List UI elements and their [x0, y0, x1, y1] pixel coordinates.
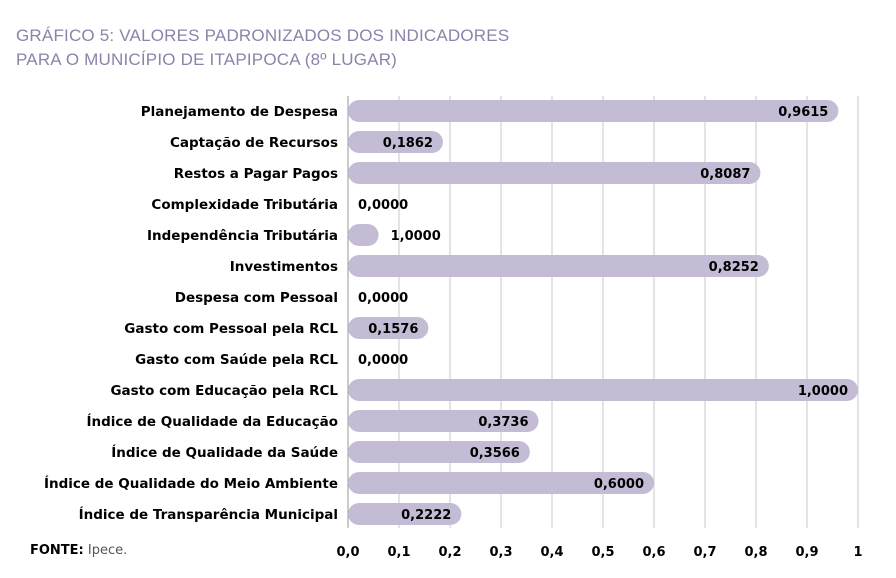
data-label: 0,2222	[401, 508, 451, 523]
category-label: Índice de Transparência Municipal	[79, 506, 338, 523]
x-tick-label: 1	[853, 545, 862, 560]
data-label: 0,1862	[383, 136, 433, 151]
x-tick-label: 0,4	[540, 545, 563, 560]
bar	[348, 503, 462, 525]
data-label: 0,8252	[709, 260, 759, 275]
bar	[348, 472, 654, 494]
x-tick-label: 0,3	[489, 545, 512, 560]
data-label: 0,1576	[368, 322, 418, 337]
category-label: Independência Tributária	[147, 228, 338, 244]
data-label: 0,0000	[358, 291, 408, 306]
data-label: 1,0000	[391, 229, 441, 244]
x-tick-label: 0,2	[438, 545, 461, 560]
data-label: 0,9615	[778, 105, 828, 120]
category-label: Planejamento de Despesa	[141, 104, 338, 120]
title-line-1: GRÁFICO 5: VALORES PADRONIZADOS DOS INDI…	[16, 26, 510, 45]
x-tick-label: 0,6	[642, 545, 665, 560]
data-label: 1,0000	[798, 384, 848, 399]
bar	[348, 100, 839, 122]
x-tick-label: 0,7	[693, 545, 716, 560]
category-label: Captação de Recursos	[170, 135, 338, 151]
category-label: Investimentos	[230, 259, 338, 275]
data-label: 0,0000	[358, 198, 408, 213]
bar	[348, 379, 858, 401]
category-label: Índice de Qualidade do Meio Ambiente	[44, 475, 338, 492]
source-note: FONTE: Ipece.	[30, 543, 127, 558]
data-label: 0,3736	[478, 415, 528, 430]
category-label: Complexidade Tributária	[151, 197, 338, 213]
category-label: Gasto com Saúde pela RCL	[135, 352, 338, 368]
category-label: Restos a Pagar Pagos	[174, 166, 338, 182]
data-label: 0,3566	[470, 446, 520, 461]
bar	[348, 410, 539, 432]
category-label: Gasto com Educação pela RCL	[110, 383, 338, 399]
bar	[348, 131, 443, 153]
bar	[348, 224, 379, 246]
category-label: Índice de Qualidade da Saúde	[111, 444, 338, 461]
x-tick-label: 0,9	[795, 545, 818, 560]
category-label: Índice de Qualidade da Educação	[86, 413, 338, 430]
title-line-2: PARA O MUNICÍPIO DE ITAPIPOCA (8º LUGAR)	[16, 50, 398, 69]
bar	[348, 255, 769, 277]
x-tick-label: 0,5	[591, 545, 614, 560]
data-label: 0,6000	[594, 477, 644, 492]
source-label: FONTE:	[30, 543, 84, 558]
x-tick-label: 0,8	[744, 545, 767, 560]
source-text: Ipece.	[87, 543, 128, 558]
category-label: Despesa com Pessoal	[175, 290, 338, 306]
category-label: Gasto com Pessoal pela RCL	[124, 321, 338, 337]
bar	[348, 162, 761, 184]
bar	[348, 441, 530, 463]
data-label: 0,8087	[700, 167, 750, 182]
x-tick-label: 0,1	[387, 545, 410, 560]
bar	[348, 317, 429, 339]
data-label: 0,0000	[358, 353, 408, 368]
x-tick-label: 0,0	[336, 545, 359, 560]
chart-title: GRÁFICO 5: VALORES PADRONIZADOS DOS INDI…	[16, 24, 509, 72]
